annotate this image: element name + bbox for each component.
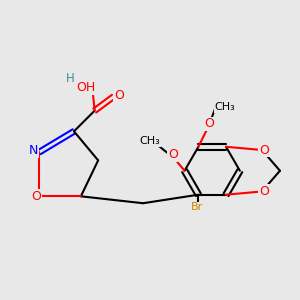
- Text: CH₃: CH₃: [214, 102, 235, 112]
- Text: OH: OH: [76, 81, 95, 94]
- Text: O: O: [259, 143, 269, 157]
- Text: Br: Br: [191, 202, 203, 212]
- Text: O: O: [259, 185, 269, 198]
- Text: N: N: [29, 144, 39, 157]
- Text: O: O: [114, 89, 124, 102]
- Text: O: O: [31, 190, 41, 203]
- Text: H: H: [66, 72, 75, 85]
- Text: O: O: [168, 148, 178, 161]
- Text: CH₃: CH₃: [140, 136, 160, 146]
- Text: O: O: [204, 117, 214, 130]
